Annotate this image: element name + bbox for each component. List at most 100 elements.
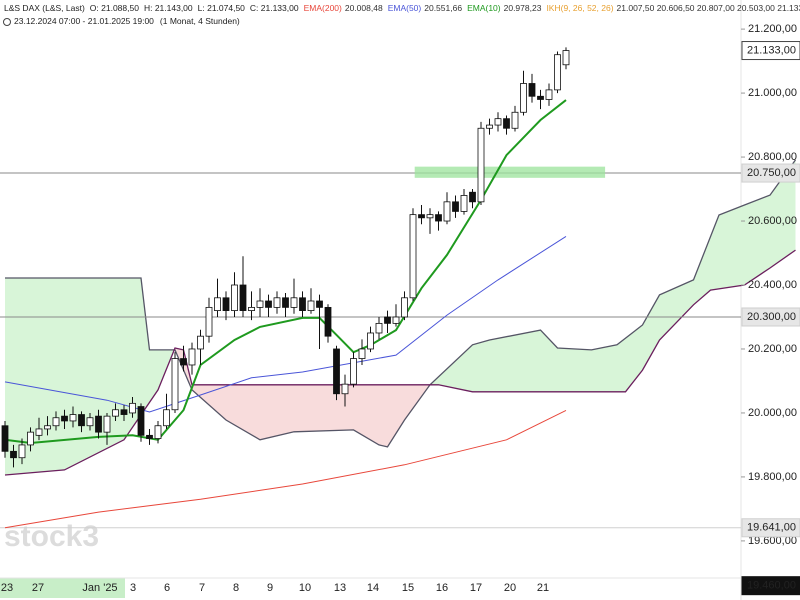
y-tick-label: 20.600,00 bbox=[748, 215, 797, 227]
x-tick-label: 8 bbox=[233, 582, 239, 594]
candle-body bbox=[239, 284, 247, 311]
candle-body bbox=[324, 306, 332, 337]
header-item: C: 21.133,00 bbox=[250, 3, 299, 13]
candle-body bbox=[341, 383, 349, 395]
candle-body bbox=[511, 111, 519, 129]
candle-body bbox=[188, 348, 196, 366]
price-box bbox=[741, 163, 800, 183]
header-item: L&S DAX (L&S, Last) bbox=[4, 3, 85, 13]
candle-body bbox=[443, 201, 451, 222]
header-item: 20.551,66 bbox=[424, 3, 462, 13]
x-tick-label: 27 bbox=[32, 582, 44, 594]
candle-body bbox=[214, 297, 221, 311]
candle-body bbox=[350, 358, 357, 385]
candle-body bbox=[273, 297, 281, 308]
candle-body bbox=[163, 409, 170, 427]
candle-body bbox=[299, 297, 306, 311]
price-label: 21.133,00 bbox=[747, 44, 796, 56]
y-tick-label: 20.200,00 bbox=[748, 343, 797, 355]
y-tick-label: 19.800,00 bbox=[748, 471, 797, 483]
candle-body bbox=[316, 300, 323, 308]
candle-body bbox=[426, 214, 434, 219]
ema-line bbox=[4, 235, 567, 413]
header-item: EMA(50) bbox=[388, 3, 422, 13]
candle-body bbox=[103, 415, 111, 433]
y-tick-label: 20.800,00 bbox=[748, 151, 797, 163]
candle-body bbox=[78, 414, 85, 427]
x-tick-label: 23 bbox=[1, 582, 13, 594]
plot-area bbox=[0, 47, 797, 529]
candle-body bbox=[554, 54, 561, 91]
candle-body bbox=[333, 348, 340, 395]
ikh-span bbox=[4, 249, 796, 476]
y-tick-label: 21.200,00 bbox=[748, 23, 797, 35]
header-item: L: 21.074,50 bbox=[198, 3, 246, 13]
price-label: 19.460,00 bbox=[747, 580, 796, 592]
candle-body bbox=[120, 409, 128, 415]
candle-body bbox=[384, 316, 391, 324]
candle-body bbox=[231, 284, 238, 311]
candle-body bbox=[112, 409, 119, 417]
candle-body bbox=[154, 425, 162, 439]
candle-body bbox=[1, 425, 9, 452]
header-item: H: 21.143,00 bbox=[144, 3, 193, 13]
candle-body bbox=[171, 358, 179, 411]
candle-body bbox=[52, 417, 60, 427]
range-highlight bbox=[0, 578, 125, 598]
header-item: EMA(10) bbox=[467, 3, 501, 13]
x-tick-label: 17 bbox=[470, 582, 482, 594]
ikh-span bbox=[5, 159, 797, 448]
x-tick-label: 9 bbox=[267, 582, 273, 594]
zone bbox=[414, 166, 606, 178]
candle-body bbox=[248, 306, 255, 311]
candle-body bbox=[409, 214, 417, 299]
price-box bbox=[741, 576, 800, 596]
candle-body bbox=[27, 431, 34, 446]
candle-body bbox=[61, 415, 68, 422]
x-tick-label: Jan '25 bbox=[82, 582, 117, 594]
candle-body bbox=[503, 118, 510, 129]
candle-body bbox=[520, 83, 527, 113]
header-item: O: 21.088,50 bbox=[90, 3, 139, 13]
candle-body bbox=[256, 300, 264, 308]
price-label: 20.750,00 bbox=[747, 167, 796, 179]
x-tick-label: 10 bbox=[299, 582, 311, 594]
y-tick-label: 21.000,00 bbox=[748, 87, 797, 99]
candle-body bbox=[486, 124, 493, 129]
watermark: stock3 bbox=[4, 520, 99, 553]
candle-body bbox=[197, 335, 204, 350]
candle-body bbox=[95, 415, 102, 433]
ema-line bbox=[4, 409, 567, 529]
candle-body bbox=[537, 95, 544, 100]
header-line: 23.12.2024 07:00 - 21.01.2025 19:00 (1 Mo… bbox=[14, 16, 240, 26]
candle-body bbox=[222, 297, 230, 311]
header-item: IKH(9, 26, 52, 26) bbox=[546, 3, 613, 13]
header-item: 20.978,23 bbox=[504, 3, 542, 13]
candle-body bbox=[180, 358, 187, 366]
subtitle: 23.12.2024 07:00 - 21.01.2025 19:00 bbox=[14, 16, 154, 26]
y-tick-label: 19.600,00 bbox=[748, 535, 797, 547]
candle-body bbox=[146, 434, 153, 439]
price-label: 20.300,00 bbox=[747, 311, 796, 323]
candle-body bbox=[477, 127, 485, 203]
candle-body bbox=[86, 417, 94, 427]
candle-body bbox=[562, 50, 570, 66]
header-item: EMA(200) bbox=[304, 3, 342, 13]
candle-body bbox=[44, 425, 51, 430]
x-tick-label: 7 bbox=[199, 582, 205, 594]
candle-body bbox=[290, 297, 298, 308]
header-item: 21.007,50 20.606,50 20.807,00 20.503,00 … bbox=[617, 3, 800, 13]
cloud-down bbox=[5, 250, 796, 476]
header: L&S DAX (L&S, Last) O: 21.088,50 H: 21.143… bbox=[3, 3, 800, 26]
x-tick-label: 15 bbox=[402, 582, 414, 594]
y-tick-label: 20.000,00 bbox=[748, 407, 797, 419]
candle-body bbox=[418, 214, 425, 219]
candle-body bbox=[469, 191, 476, 203]
x-tick-label: 13 bbox=[334, 582, 346, 594]
candle-body bbox=[375, 322, 383, 334]
candle-body bbox=[10, 450, 17, 459]
candle-body bbox=[282, 297, 289, 308]
header-item: 20.008,48 bbox=[345, 3, 383, 13]
price-box bbox=[741, 307, 800, 327]
candle-body bbox=[307, 300, 315, 311]
